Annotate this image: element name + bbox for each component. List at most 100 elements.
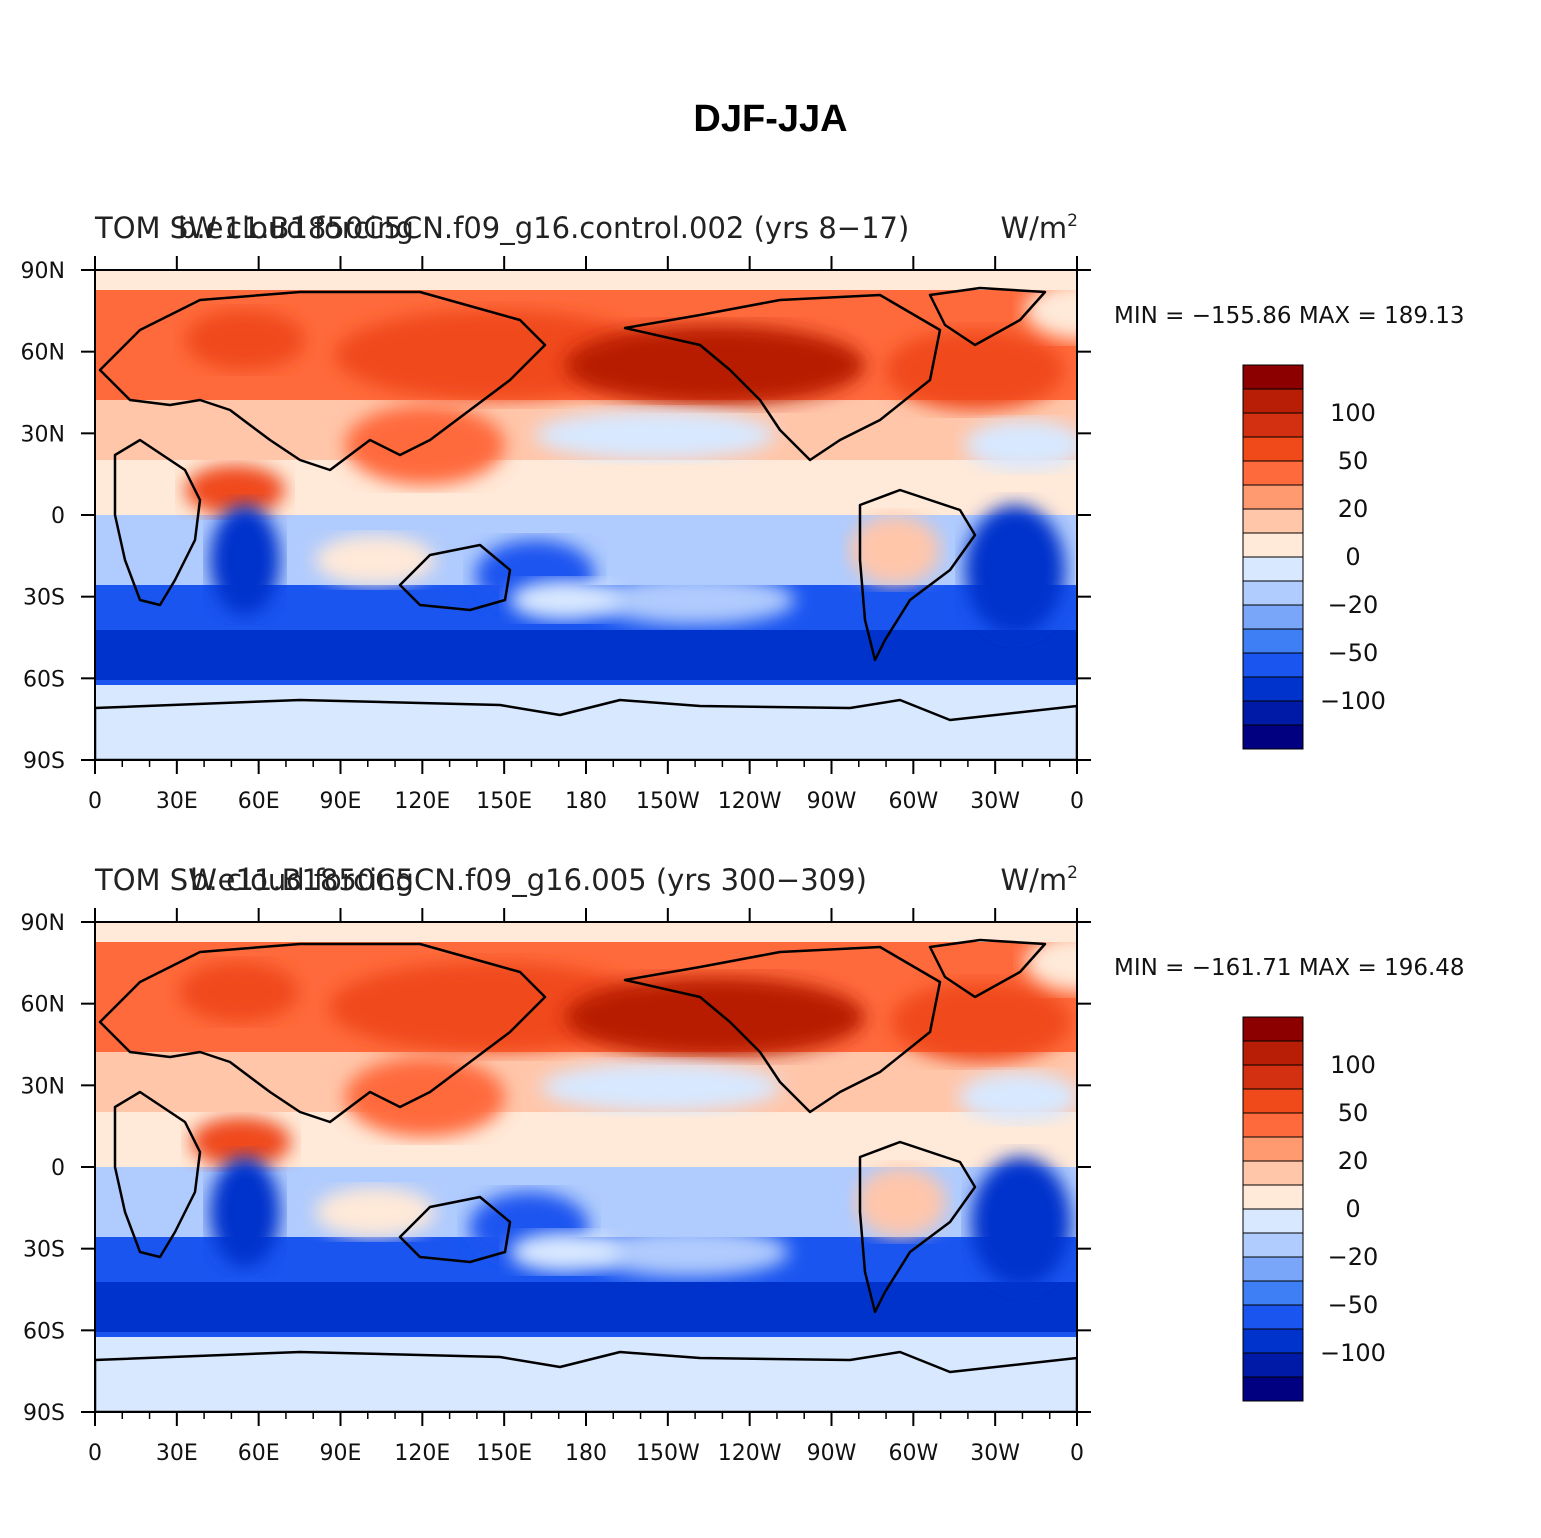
field-blob [565, 977, 865, 1057]
x-tick-label: 30W [970, 1441, 1020, 1466]
coastline [623, 293, 942, 462]
field-blob [565, 325, 865, 405]
field-blob [315, 1187, 435, 1237]
x-tick-label: 120W [718, 789, 782, 814]
panel-1-map [95, 270, 1175, 760]
x-tick-label: 90W [807, 789, 857, 814]
coastline [98, 942, 547, 1124]
panel-1-axes: 0 30E 60E 90E 120E 150E 180 150W 120W 90W 60W 30W 09… [21, 256, 1091, 814]
colorbar-swatch [1242, 1040, 1304, 1066]
colorbar-swatch [1242, 508, 1304, 534]
x-tick-label: 180 [565, 789, 607, 814]
field-blob [345, 405, 505, 485]
coastline [858, 1140, 977, 1314]
panel-2-units: W/m2 [1000, 863, 1078, 897]
field-blob [535, 410, 775, 460]
field-blob [595, 575, 795, 625]
colorbar-label: 100 [1330, 1051, 1376, 1079]
band-deep-southern-ocean [95, 1282, 1077, 1332]
field-blob [1025, 280, 1077, 340]
band-arctic [95, 270, 1077, 290]
field-blob [185, 310, 305, 370]
x-tick-label: 30E [156, 1441, 198, 1466]
panel-1-field [95, 270, 1175, 760]
coastline [398, 1195, 512, 1264]
panel-2: TOM SW cloud forcing b.e11.B1850C5CN.f09… [21, 863, 1465, 1466]
colorbar-swatch [1242, 364, 1304, 390]
figure-title: DJF-JJA [693, 98, 848, 140]
y-tick-label: 60N [21, 341, 65, 366]
x-tick-label: 60W [888, 1441, 938, 1466]
colorbar-swatch [1242, 1328, 1304, 1354]
colorbar-swatch [1242, 388, 1304, 414]
colorbar-swatch [1242, 1352, 1304, 1378]
x-tick-label: 0 [88, 789, 102, 814]
field-blob [965, 420, 1077, 470]
colorbar-label: 50 [1338, 447, 1369, 475]
y-tick-label: 90S [23, 1401, 65, 1426]
coastline [928, 286, 1047, 347]
field-blob [510, 1232, 620, 1272]
field-blob [1025, 932, 1077, 992]
panel-2-field [95, 922, 1169, 1412]
x-tick-label: 120E [394, 1441, 450, 1466]
coastline [113, 438, 202, 607]
colorbar-swatch [1242, 1136, 1304, 1162]
colorbar-label: −50 [1328, 1291, 1379, 1319]
field-blob [965, 505, 1065, 635]
colorbar-swatch [1242, 676, 1304, 702]
colorbar-swatch [1242, 1016, 1304, 1042]
y-tick-label: 60S [23, 667, 65, 692]
x-tick-label: 60E [238, 1441, 280, 1466]
coastline [98, 290, 547, 472]
colorbar-swatch [1242, 580, 1304, 606]
colorbar-swatch [1242, 1088, 1304, 1114]
x-tick-label: 60W [888, 789, 938, 814]
field-blob [541, 1062, 781, 1112]
colorbar-swatch [1242, 1112, 1304, 1138]
colorbar-label: −100 [1320, 1339, 1386, 1367]
colorbar-swatch [1242, 556, 1304, 582]
coastline [95, 698, 1077, 760]
field-blob [185, 465, 285, 515]
field-blob [510, 580, 620, 620]
colorbar-swatch [1242, 484, 1304, 510]
colorbar-label: −100 [1320, 687, 1386, 715]
x-tick-label: 30E [156, 789, 198, 814]
panel-1-units: W/m2 [1000, 211, 1078, 245]
colorbar-label: −20 [1328, 591, 1379, 619]
colorbar-label: −50 [1328, 639, 1379, 667]
colorbar-swatch [1242, 436, 1304, 462]
colorbar-label: 50 [1338, 1099, 1369, 1127]
coastline [623, 945, 942, 1114]
field-blob [329, 962, 649, 1052]
colorbar-label: 100 [1330, 399, 1376, 427]
colorbar-swatch [1242, 1280, 1304, 1306]
field-blob [971, 1157, 1071, 1287]
x-tick-label: 90E [320, 789, 362, 814]
coastline [398, 543, 512, 612]
colorbar-label: 0 [1345, 543, 1360, 571]
colorbar-swatch [1242, 1256, 1304, 1282]
field-blob [856, 1167, 946, 1237]
field-blob [1089, 1107, 1169, 1157]
y-tick-label: 30S [23, 1238, 65, 1263]
panel-2-title-b: b.e11.B1850C5CN.f09_g16.005 (yrs 300−309… [190, 863, 867, 897]
colorbar-swatch [1242, 1208, 1304, 1234]
x-tick-label: 60E [238, 789, 280, 814]
colorbar-swatch [1242, 724, 1304, 750]
field-blob [210, 505, 280, 615]
panel-1: TOM SW cloud forcing b.e11.B1850C5CN.f09… [21, 211, 1465, 814]
x-tick-label: 0 [1070, 789, 1084, 814]
coastline [858, 488, 977, 662]
x-tick-label: 180 [565, 1441, 607, 1466]
colorbar-label: −20 [1328, 1243, 1379, 1271]
x-tick-label: 150E [476, 1441, 532, 1466]
colorbar-swatch [1242, 628, 1304, 654]
field-blob [959, 1072, 1077, 1122]
field-blob [1095, 455, 1175, 505]
field-blob [345, 1057, 505, 1137]
x-tick-label: 0 [1070, 1441, 1084, 1466]
field-blob [885, 330, 1065, 410]
